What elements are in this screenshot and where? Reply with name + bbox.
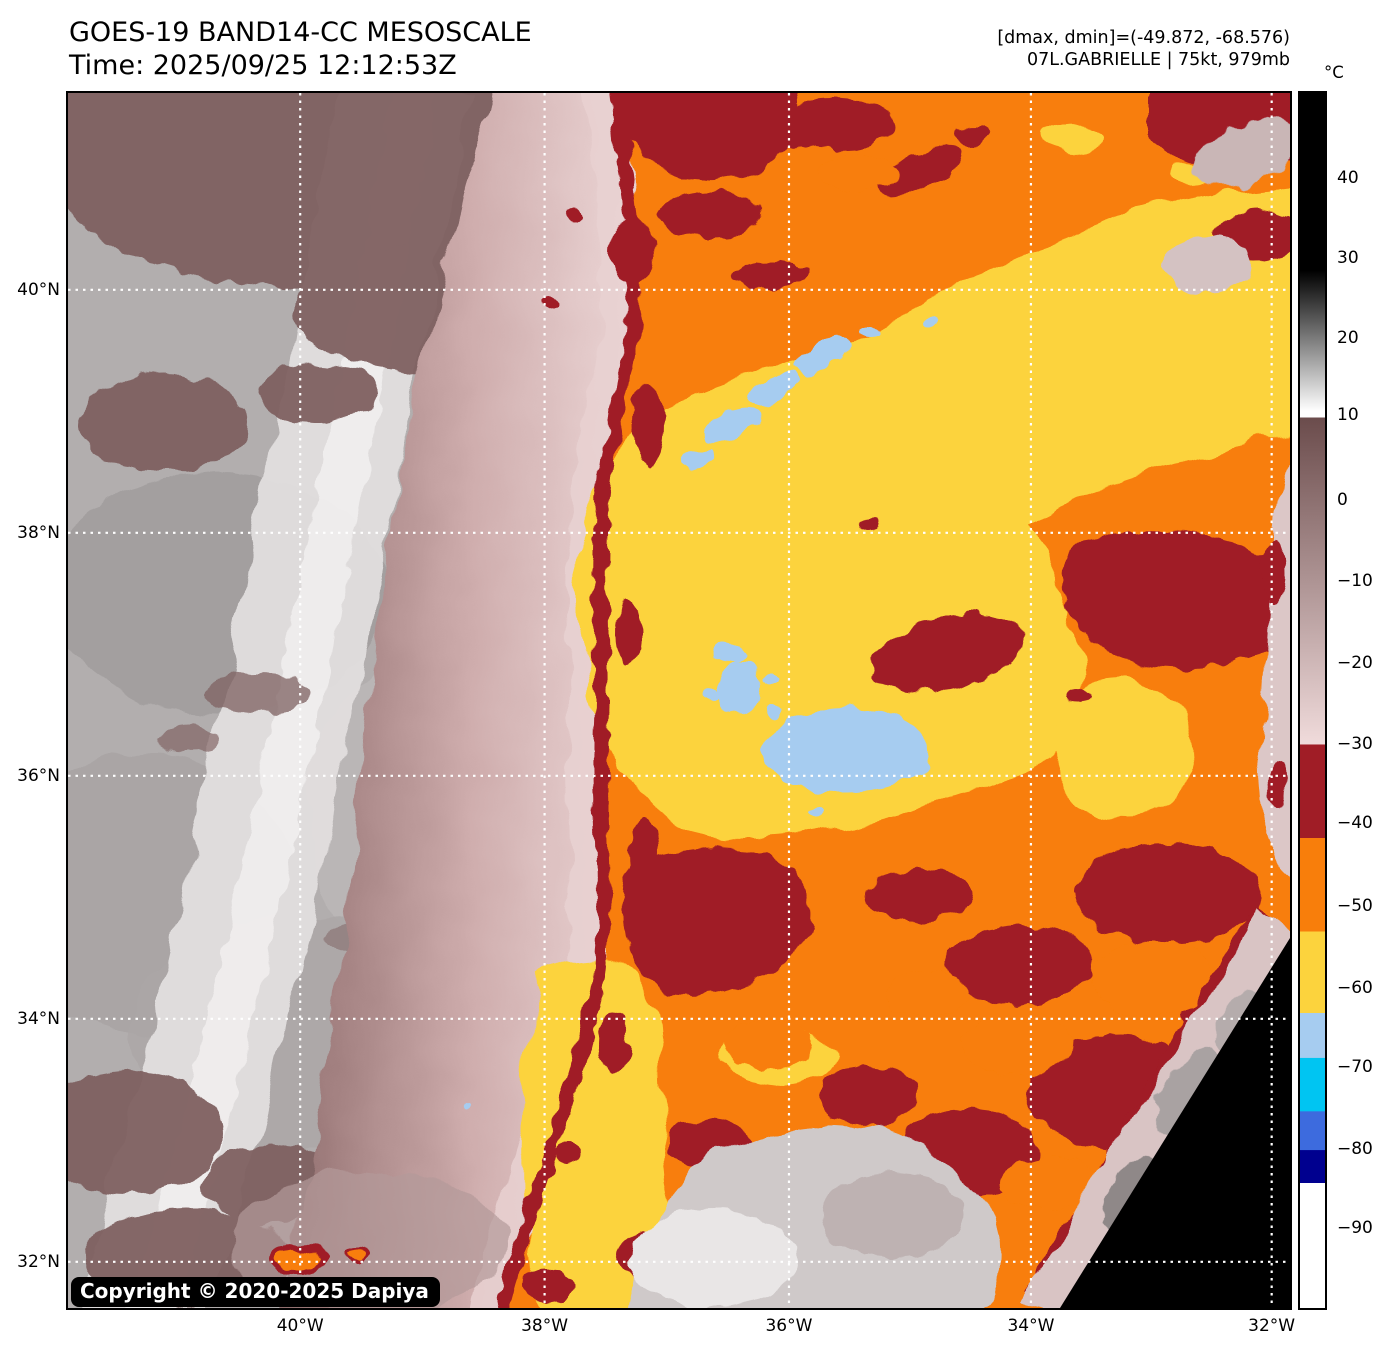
orange-overlays [722, 155, 1215, 1209]
cold-cloud-region [461, 93, 1290, 1308]
graticule-grid [68, 93, 1290, 1308]
colorbar-tick-label: 0 [1337, 490, 1348, 511]
colorbar-tick-label: −20 [1337, 652, 1373, 673]
x-tick-label: 36°W [765, 1316, 813, 1336]
small-convective-spots [268, 1243, 369, 1277]
annotation-block: [dmax, dmin]=(-49.872, -68.576) 07L.GABR… [997, 27, 1290, 71]
colorbar-unit-label: °C [1324, 63, 1344, 82]
colorbar-tick-label: 40 [1337, 168, 1359, 189]
colorbar-tick-label: −10 [1337, 571, 1373, 592]
title-block: GOES-19 BAND14-CC MESOSCALE Time: 2025/0… [69, 16, 532, 82]
y-tick-label: 40°N [17, 279, 60, 300]
y-tick-label: 34°N [17, 1008, 60, 1029]
copyright-badge: Copyright © 2020-2025 Dapiya [71, 1277, 440, 1307]
satellite-image [68, 93, 1290, 1308]
y-tick-label: 36°N [17, 765, 60, 786]
x-tick-label: 34°W [1007, 1316, 1055, 1336]
colorbar-tick-label: 10 [1337, 404, 1359, 425]
colorbar-tick-label: −40 [1337, 813, 1373, 834]
no-data-corner [1060, 938, 1290, 1308]
colorbar-tick-label: −80 [1337, 1138, 1373, 1159]
x-tick-label: 38°W [521, 1316, 569, 1336]
y-tick-label: 38°N [17, 522, 60, 543]
x-tick-label: 40°W [276, 1316, 324, 1336]
colorbar [1298, 91, 1327, 1310]
light-blue-spots [461, 316, 938, 1109]
storm-annotation: 07L.GABRIELLE | 75kt, 979mb [1026, 50, 1290, 70]
figure-timestamp: Time: 2025/09/25 12:12:53Z [69, 50, 457, 81]
y-tick-label: 32°N [17, 1251, 60, 1272]
colorbar-tick-label: −90 [1337, 1217, 1373, 1238]
colorbar-tick-label: −50 [1337, 895, 1373, 916]
figure-title: GOES-19 BAND14-CC MESOSCALE [69, 17, 532, 48]
dmax-dmin-annotation: [dmax, dmin]=(-49.872, -68.576) [997, 28, 1290, 48]
colorbar-tick-label: 20 [1337, 328, 1359, 349]
colorbar-tick-label: −70 [1337, 1057, 1373, 1078]
colorbar-tick-label: 30 [1337, 248, 1359, 269]
satellite-map: Copyright © 2020-2025 Dapiya [66, 91, 1292, 1310]
colorbar-tick-label: −60 [1337, 978, 1373, 999]
x-tick-label: 32°W [1248, 1316, 1296, 1336]
colorbar-tick-label: −30 [1337, 734, 1373, 755]
